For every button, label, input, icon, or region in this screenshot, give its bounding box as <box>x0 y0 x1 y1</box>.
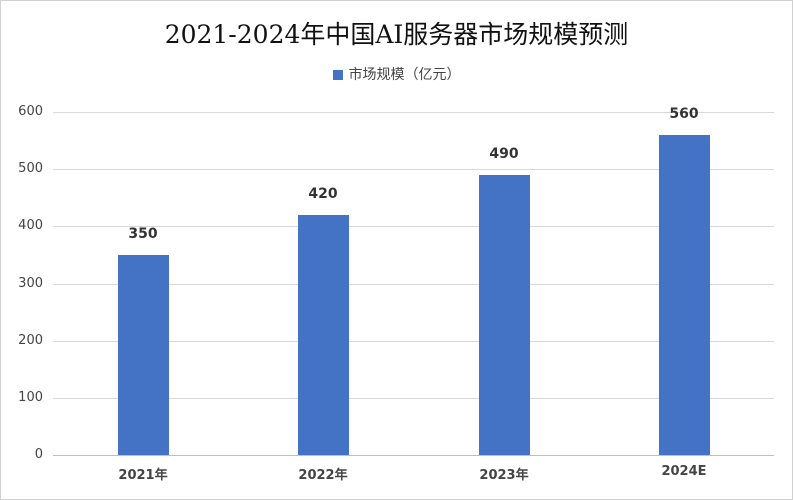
legend-label: 市场规模（亿元） <box>348 67 461 83</box>
y-tick-label: 200 <box>18 332 43 348</box>
legend-swatch <box>332 70 343 80</box>
chart-title: 2021-2024年中国AI服务器市场规模预测 <box>164 20 629 49</box>
gridline <box>53 340 774 342</box>
gridline <box>53 169 774 171</box>
gridline <box>53 112 774 113</box>
y-tick-label: 0 <box>34 447 43 462</box>
data-label: 350 <box>128 225 158 242</box>
bar <box>479 174 530 455</box>
gridline <box>53 226 774 228</box>
legend: 市场规模（亿元） <box>1 64 792 84</box>
gridline <box>53 455 774 456</box>
y-tick-label: 600 <box>18 104 43 119</box>
x-tick-label: 2022年 <box>298 468 348 483</box>
y-tick-label: 500 <box>18 161 43 177</box>
bar <box>118 254 169 455</box>
x-tick-label: 2023年 <box>479 468 529 483</box>
data-label: 560 <box>669 105 699 122</box>
y-tick-label: 300 <box>18 275 43 291</box>
y-tick-label: 400 <box>18 218 43 234</box>
data-label: 490 <box>489 145 519 162</box>
data-label: 420 <box>308 185 338 202</box>
x-tick-label: 2024E <box>661 464 707 479</box>
gridline <box>53 283 774 285</box>
bar <box>298 214 349 455</box>
y-tick-label: 100 <box>18 389 43 405</box>
x-tick-label: 2021年 <box>118 468 168 483</box>
gridline <box>53 397 774 399</box>
bar <box>659 134 710 455</box>
